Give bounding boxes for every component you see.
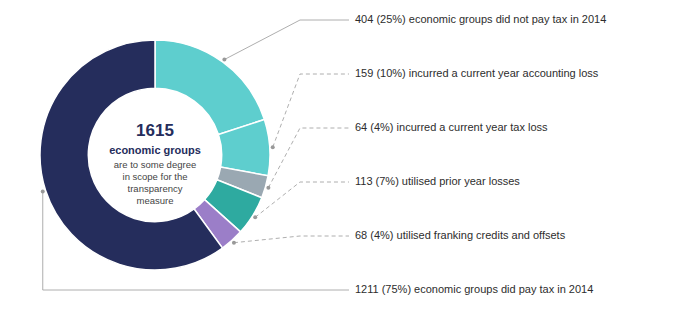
center-text: transparency <box>128 183 183 194</box>
leader-dot <box>271 145 275 149</box>
leader-line <box>234 236 349 243</box>
slice-label: 159 (10%) incurred a current year accoun… <box>355 67 599 79</box>
leader-line <box>43 191 349 290</box>
leader-line <box>268 128 349 188</box>
leader-line <box>224 20 349 60</box>
labels: 404 (25%) economic groups did not pay ta… <box>355 13 606 295</box>
slice-label: 404 (25%) economic groups did not pay ta… <box>355 13 606 25</box>
leader-dot <box>41 189 45 193</box>
center-text: 1615 <box>136 121 174 140</box>
slice-label: 64 (4%) incurred a current year tax loss <box>355 121 548 133</box>
leader-dot <box>266 186 270 190</box>
center-text: in scope for the <box>123 171 188 182</box>
center-text: are to some degree <box>114 159 196 170</box>
leader-dot <box>222 58 226 62</box>
slice-label: 1211 (75%) economic groups did pay tax i… <box>355 283 593 295</box>
center-text: economic groups <box>109 144 201 156</box>
center-text: measure <box>137 195 174 206</box>
leader-lines <box>41 20 349 290</box>
slice <box>155 40 264 134</box>
leader-dot <box>232 241 236 245</box>
leader-line <box>255 182 349 217</box>
leader-line <box>273 74 349 147</box>
chart: 1615 economic groups are to some degreein … <box>0 0 689 310</box>
slice-label: 113 (7%) utilised prior year losses <box>355 175 520 187</box>
slice <box>40 40 222 270</box>
leader-dot <box>253 215 257 219</box>
slices: 1615 economic groups are to some degreein … <box>40 40 270 270</box>
slice-label: 68 (4%) utilised franking credits and of… <box>355 229 566 241</box>
